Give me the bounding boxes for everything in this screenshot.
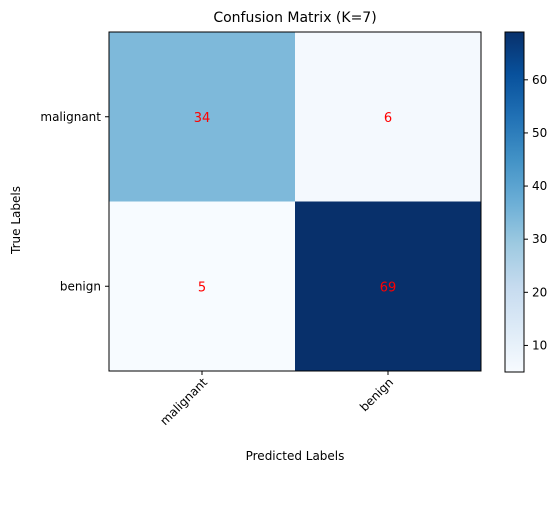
y-tick-label: benign xyxy=(60,279,101,293)
heatmap-cell xyxy=(295,201,481,371)
cell-value-label: 5 xyxy=(198,280,206,295)
x-axis-label: Predicted Labels xyxy=(246,449,345,463)
heatmap-cell xyxy=(109,32,295,202)
x-tick-label: benign xyxy=(357,375,396,414)
colorbar-tick-label: 20 xyxy=(532,285,547,299)
y-axis-ticks: malignant benign xyxy=(40,110,109,293)
heatmap-cells xyxy=(109,32,481,371)
colorbar-tick-label: 60 xyxy=(532,73,547,87)
cell-value-label: 6 xyxy=(384,111,392,126)
colorbar-ticks: 10 20 30 40 50 60 xyxy=(524,73,547,352)
chart-title: Confusion Matrix (K=7) xyxy=(213,10,376,26)
y-axis-label: True Labels xyxy=(9,186,23,255)
heatmap-cell xyxy=(295,32,481,202)
colorbar xyxy=(504,31,525,373)
cell-annotations: 34 6 5 69 xyxy=(194,111,397,296)
colorbar-tick-label: 30 xyxy=(532,232,547,246)
colorbar-tick-label: 50 xyxy=(532,126,547,140)
cell-value-label: 69 xyxy=(380,280,397,295)
colorbar-tick-label: 40 xyxy=(532,179,547,193)
x-tick-label: malignant xyxy=(157,375,210,428)
colorbar-tick-label: 10 xyxy=(532,338,547,352)
y-tick-label: malignant xyxy=(40,110,101,124)
x-axis-ticks: malignant benign xyxy=(157,371,396,428)
heatmap-cell xyxy=(109,201,295,371)
plot-frame xyxy=(108,31,482,372)
cell-value-label: 34 xyxy=(194,111,211,126)
